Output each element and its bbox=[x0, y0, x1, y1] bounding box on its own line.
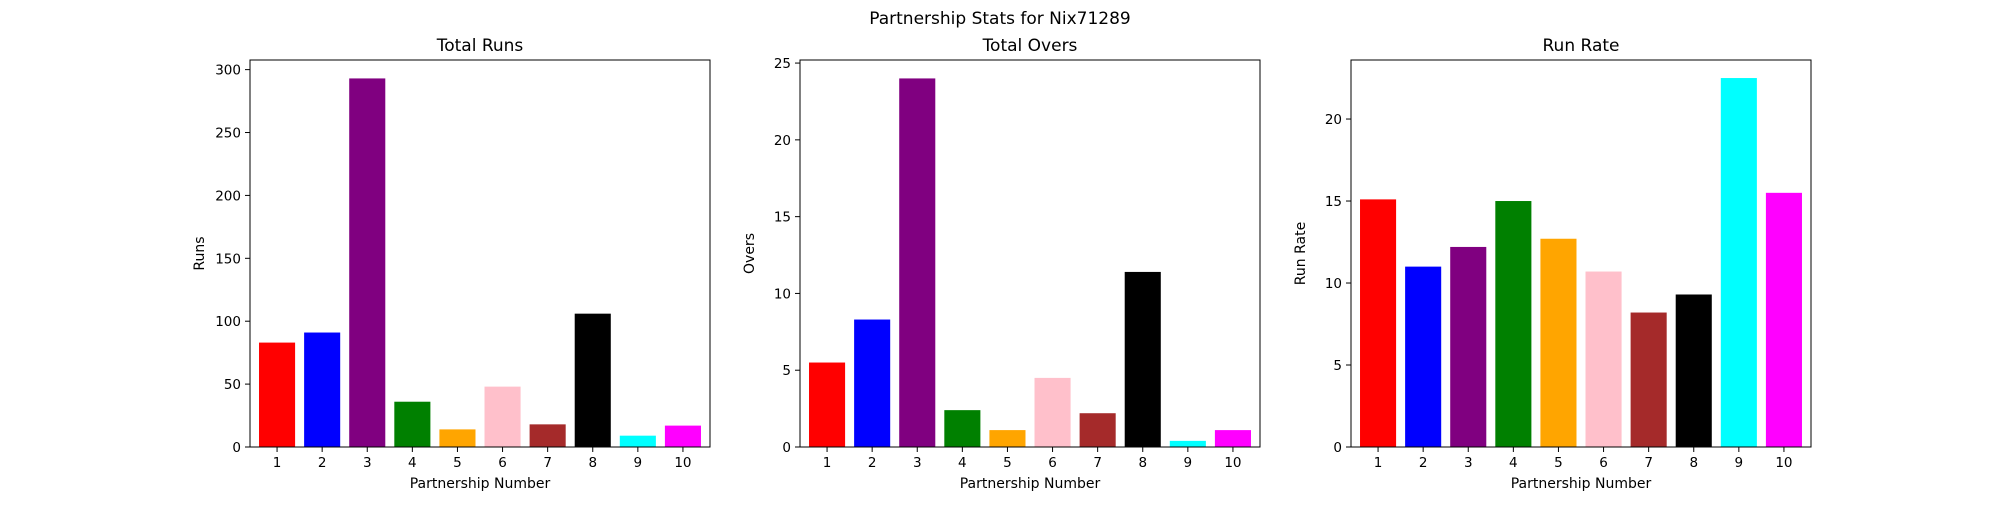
y-tick-label: 0 bbox=[232, 440, 241, 456]
x-tick-label: 1 bbox=[273, 455, 282, 471]
bar-3-10 bbox=[1765, 192, 1802, 447]
bar-2-1 bbox=[809, 362, 846, 447]
figure-title: Partnership Stats for Nix71289 bbox=[869, 9, 1131, 29]
bar-1-10 bbox=[664, 425, 701, 447]
x-tick-label: 7 bbox=[543, 455, 552, 471]
y-tick-label: 250 bbox=[215, 126, 241, 142]
x-tick-label: 6 bbox=[1048, 455, 1057, 471]
bar-1-2 bbox=[304, 332, 341, 447]
x-tick-label: 10 bbox=[1775, 455, 1792, 471]
bar-3-2 bbox=[1405, 266, 1442, 447]
x-tick-label: 5 bbox=[1003, 455, 1012, 471]
y-tick-label: 10 bbox=[774, 286, 791, 302]
x-tick-label: 6 bbox=[498, 455, 507, 471]
bar-3-6 bbox=[1585, 271, 1622, 447]
bar-1-1 bbox=[259, 342, 296, 447]
axes-frame bbox=[249, 59, 711, 448]
bar-3-7 bbox=[1630, 312, 1667, 447]
y-tick-label: 5 bbox=[782, 363, 791, 379]
x-tick-label: 6 bbox=[1599, 455, 1608, 471]
bar-2-2 bbox=[854, 319, 891, 447]
x-tick-label: 7 bbox=[1644, 455, 1653, 471]
y-tick-label: 15 bbox=[1325, 194, 1342, 210]
bar-3-1 bbox=[1360, 199, 1397, 447]
bar-2-5 bbox=[989, 430, 1026, 447]
x-axis-label: Partnership Number bbox=[960, 476, 1101, 492]
bar-3-8 bbox=[1675, 294, 1712, 447]
x-tick-label: 9 bbox=[634, 455, 643, 471]
x-tick-label: 8 bbox=[588, 455, 597, 471]
subplot-2: 1 2 3 4 5 6 7 8 9 10 0 5 10 15 20 25 Total Overs Partners… bbox=[742, 36, 1261, 492]
subplot-title: Run Rate bbox=[1543, 36, 1620, 56]
bar-2-3 bbox=[899, 78, 936, 447]
axes-frame bbox=[1350, 59, 1812, 448]
subplot-title: Total Runs bbox=[436, 36, 524, 56]
x-axis-label: Partnership Number bbox=[410, 476, 551, 492]
x-tick-label: 5 bbox=[1554, 455, 1563, 471]
x-tick-label: 4 bbox=[1509, 455, 1518, 471]
y-axis-label: Run Rate bbox=[1293, 222, 1309, 285]
y-tick-label: 300 bbox=[215, 63, 241, 79]
x-tick-label: 9 bbox=[1184, 455, 1193, 471]
x-tick-label: 9 bbox=[1735, 455, 1744, 471]
bar-3-5 bbox=[1540, 238, 1577, 447]
bar-2-10 bbox=[1214, 430, 1251, 447]
x-tick-label: 10 bbox=[1224, 455, 1241, 471]
x-tick-label: 3 bbox=[1464, 455, 1473, 471]
subplot-title: Total Overs bbox=[982, 36, 1078, 56]
bar-1-6 bbox=[484, 386, 521, 447]
y-tick-label: 10 bbox=[1325, 276, 1342, 292]
y-tick-label: 0 bbox=[782, 440, 791, 456]
bar-3-9 bbox=[1720, 78, 1757, 447]
x-tick-label: 10 bbox=[674, 455, 691, 471]
y-tick-label: 15 bbox=[774, 210, 791, 226]
y-tick-label: 25 bbox=[774, 56, 791, 72]
x-tick-label: 3 bbox=[913, 455, 922, 471]
x-tick-label: 8 bbox=[1138, 455, 1147, 471]
y-tick-label: 0 bbox=[1333, 440, 1342, 456]
y-tick-label: 200 bbox=[215, 188, 241, 204]
subplot-3: 1 2 3 4 5 6 7 8 9 10 0 5 10 15 20 Run Rate Partnership N… bbox=[1293, 36, 1812, 492]
y-tick-label: 5 bbox=[1333, 358, 1342, 374]
bar-3-4 bbox=[1495, 201, 1532, 447]
x-tick-label: 1 bbox=[1374, 455, 1383, 471]
x-tick-label: 2 bbox=[868, 455, 877, 471]
x-axis-label: Partnership Number bbox=[1511, 476, 1652, 492]
y-axis-label: Overs bbox=[742, 233, 758, 274]
bar-1-7 bbox=[529, 424, 566, 447]
x-tick-label: 4 bbox=[408, 455, 417, 471]
bar-2-7 bbox=[1079, 413, 1116, 447]
x-tick-label: 2 bbox=[318, 455, 327, 471]
y-tick-label: 20 bbox=[1325, 112, 1342, 128]
bar-2-6 bbox=[1034, 377, 1071, 447]
x-tick-label: 3 bbox=[363, 455, 372, 471]
x-tick-label: 4 bbox=[958, 455, 967, 471]
y-tick-label: 50 bbox=[224, 377, 241, 393]
y-tick-label: 100 bbox=[215, 314, 241, 330]
bar-1-4 bbox=[394, 401, 431, 447]
axes-frame bbox=[799, 59, 1261, 448]
x-tick-label: 2 bbox=[1419, 455, 1428, 471]
y-tick-label: 150 bbox=[215, 251, 241, 267]
x-tick-label: 8 bbox=[1689, 455, 1698, 471]
x-tick-label: 5 bbox=[453, 455, 462, 471]
bar-1-8 bbox=[574, 313, 611, 447]
bar-3-3 bbox=[1450, 246, 1487, 447]
x-tick-label: 7 bbox=[1093, 455, 1102, 471]
bar-1-3 bbox=[349, 78, 386, 447]
y-axis-label: Runs bbox=[192, 236, 208, 270]
bar-1-9 bbox=[619, 435, 656, 447]
bar-2-9 bbox=[1169, 440, 1206, 447]
bar-2-4 bbox=[944, 410, 981, 447]
y-tick-label: 20 bbox=[774, 133, 791, 149]
bar-2-8 bbox=[1124, 271, 1161, 447]
bar-1-5 bbox=[439, 429, 476, 447]
x-tick-label: 1 bbox=[823, 455, 832, 471]
